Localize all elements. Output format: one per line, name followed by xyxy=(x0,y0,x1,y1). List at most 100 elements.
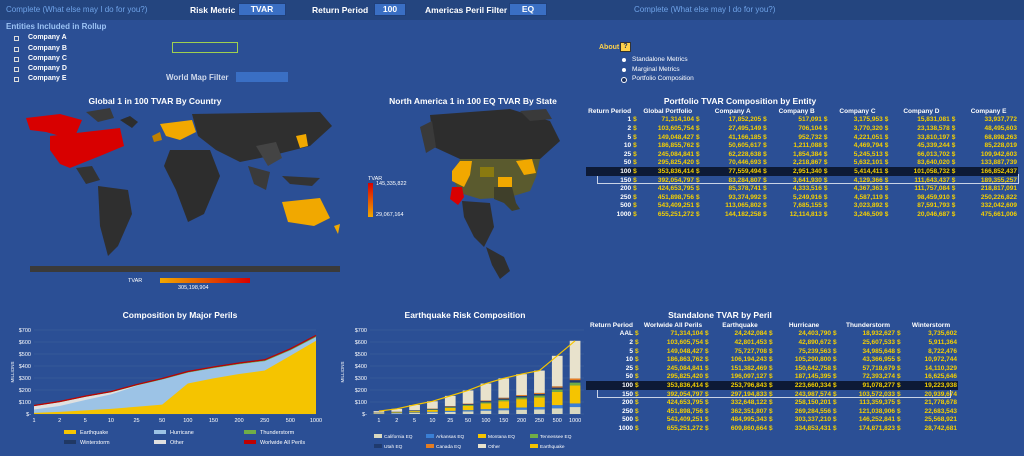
currency-symbol: $ xyxy=(763,202,767,210)
bar-segment xyxy=(534,395,545,398)
y-tick-label: $600 xyxy=(355,340,367,346)
northeast-states xyxy=(516,159,536,175)
currency-symbol: $ xyxy=(897,347,901,355)
company-e-checkbox[interactable] xyxy=(14,77,19,82)
peril-value-cell: 8,722,476 xyxy=(928,347,957,355)
peril-value-cell: 186,863,762 xyxy=(666,356,703,364)
complete-link-right[interactable]: Complete (What else may I do for you?) xyxy=(634,5,776,14)
currency-symbol: $ xyxy=(705,338,709,346)
peril-value-cell: 332,648,122 xyxy=(730,399,767,407)
currency-symbol: $ xyxy=(705,347,709,355)
peril-value-cell: 103,605,754 xyxy=(666,338,703,346)
currency-symbol: $ xyxy=(823,124,828,132)
peril-value-cell: 113,359,375 xyxy=(859,399,895,407)
peril-row: 150 $392,054,797 $297,194,833 $243,987,574 $… xyxy=(586,390,958,399)
africa-region xyxy=(164,150,220,222)
x-tick-label: 250 xyxy=(535,418,544,424)
currency-symbol: $ xyxy=(769,364,773,372)
peril-value-cell: 543,409,251 xyxy=(666,416,703,424)
complete-link-left[interactable]: Complete (What else may I do for you?) xyxy=(6,5,148,14)
radio-marginal[interactable] xyxy=(622,68,626,72)
bar-segment xyxy=(569,378,581,381)
peril-value-cell: 149,048,427 xyxy=(666,347,703,355)
company-e-label: Company E xyxy=(28,75,67,82)
portfolio-header-cell: Company B xyxy=(778,107,815,115)
currency-symbol: $ xyxy=(696,133,700,141)
currency-symbol: $ xyxy=(833,407,837,415)
currency-symbol: $ xyxy=(633,159,637,167)
peril-filter-select[interactable]: EQ xyxy=(509,3,547,16)
portfolio-value-cell: 543,409,251 xyxy=(657,202,695,210)
currency-symbol: $ xyxy=(633,150,637,158)
company-b-checkbox[interactable] xyxy=(14,47,19,52)
portfolio-row: 150 $392,054,797 $83,284,807 $3,641,930 $4,1… xyxy=(586,176,1018,185)
peril-value-cell: 43,366,955 xyxy=(862,356,895,364)
peril-value-cell: 151,382,469 xyxy=(730,364,767,372)
legend-label: Winterstorm xyxy=(80,440,110,446)
peril-table-title: Standalone TVAR by Peril xyxy=(668,310,772,320)
help-icon[interactable]: ? xyxy=(620,42,631,52)
world-map-filter-input[interactable] xyxy=(236,72,288,82)
company-c-checkbox[interactable] xyxy=(14,57,19,62)
bar-segment xyxy=(534,407,545,410)
peril-value-cell: 223,660,334 xyxy=(776,381,832,390)
currency-symbol: $ xyxy=(951,133,956,141)
currency-symbol: $ xyxy=(897,330,901,338)
currency-symbol: $ xyxy=(763,193,767,201)
portfolio-value-cell: 12,114,813 xyxy=(789,210,822,218)
portfolio-table: Return Period Global Portfolio Company A Co… xyxy=(586,107,1018,219)
x-tick-label: 100 xyxy=(183,418,192,424)
currency-symbol: $ xyxy=(833,330,837,338)
na-legend-min: 29,067,164 xyxy=(376,212,404,218)
bar-segment xyxy=(444,411,456,414)
peril-header-cell: Hurricane xyxy=(788,321,820,329)
portfolio-value-cell: 952,732 xyxy=(798,133,822,141)
bar-segment xyxy=(516,409,527,414)
y-tick-label: $200 xyxy=(19,388,31,394)
radio-standalone[interactable] xyxy=(622,58,626,62)
canada-region xyxy=(430,109,560,159)
bar-segment xyxy=(462,404,474,405)
currency-symbol: $ xyxy=(769,390,773,398)
currency-symbol: $ xyxy=(833,390,837,398)
legend-swatch xyxy=(244,430,256,434)
portfolio-value-cell: 85,228,019 xyxy=(984,142,1017,150)
bar-segment xyxy=(551,405,563,409)
return-period-input[interactable]: 100 xyxy=(374,3,406,16)
portfolio-period-cell: 250 xyxy=(620,193,632,201)
eq-stacked-bar-chart: $700 $600 $500 $400 $300 $200 $100 $- MILLIONS 1 2… xyxy=(340,328,584,450)
company-d-checkbox[interactable] xyxy=(14,67,19,72)
currency-symbol: $ xyxy=(633,202,637,210)
currency-symbol: $ xyxy=(951,124,956,132)
currency-symbol: $ xyxy=(705,356,709,364)
risk-metric-label: Risk Metric xyxy=(190,5,236,15)
canada-region xyxy=(26,114,82,136)
y-tick-label: $700 xyxy=(355,328,367,334)
currency-symbol: $ xyxy=(696,150,700,158)
risk-metric-select[interactable]: TVAR xyxy=(238,3,286,16)
company-a-checkbox[interactable] xyxy=(14,36,19,41)
peril-value-cell: 353,836,414 xyxy=(642,381,704,390)
portfolio-value-cell: 189,355,257 xyxy=(980,176,1017,184)
entities-title: Entities Included in Rollup xyxy=(6,22,107,31)
portfolio-value-cell: 3,641,930 xyxy=(792,176,822,184)
europe-region xyxy=(160,120,196,140)
currency-symbol: $ xyxy=(823,159,828,167)
portfolio-value-cell: 23,138,578 xyxy=(917,124,950,132)
bar-segment xyxy=(498,408,510,411)
selected-cell[interactable] xyxy=(172,42,238,53)
west-coast-states xyxy=(452,161,472,187)
usa-region xyxy=(50,128,124,168)
currency-symbol: $ xyxy=(763,210,767,218)
radio-portfolio[interactable] xyxy=(621,77,627,83)
x-tick-label: 1 xyxy=(32,418,35,424)
y-tick-label: $600 xyxy=(19,340,31,346)
peril-value-cell: 5,911,364 xyxy=(928,338,957,346)
portfolio-value-cell: 33,810,197 xyxy=(917,133,950,141)
legend-swatch xyxy=(374,434,382,438)
portfolio-value-cell: 3,023,892 xyxy=(853,202,883,210)
currency-symbol: $ xyxy=(951,202,956,210)
y-axis-label: MILLIONS xyxy=(10,361,15,382)
bar-segment xyxy=(498,397,510,399)
bar-segment xyxy=(427,409,438,412)
